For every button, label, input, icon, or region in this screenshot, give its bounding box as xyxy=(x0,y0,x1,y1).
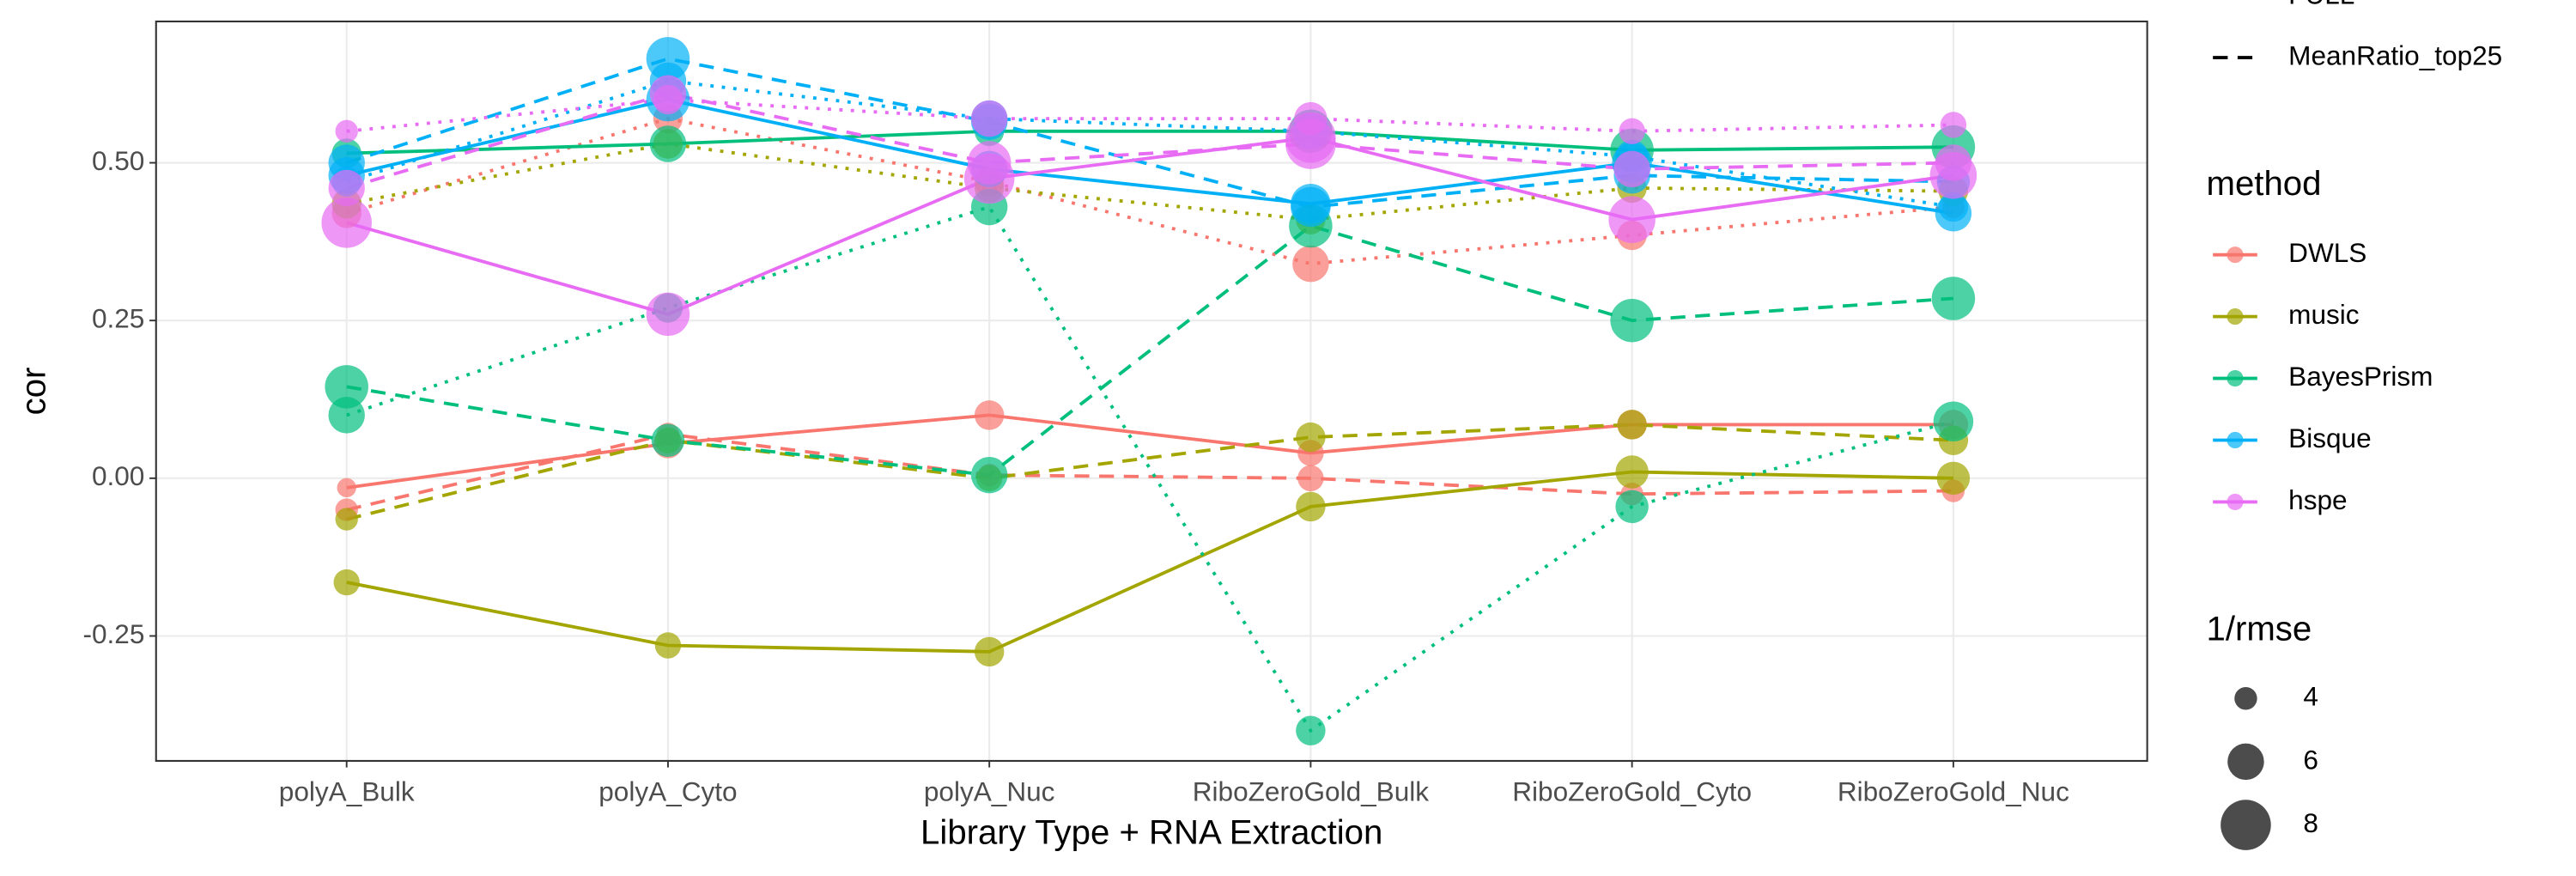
point xyxy=(1296,715,1326,745)
x-tick-label: RiboZeroGold_Nuc xyxy=(1838,776,2069,807)
legend-label: DWLS xyxy=(2288,237,2366,268)
legend-label: FULL xyxy=(2288,0,2354,10)
y-axis-title: cor xyxy=(15,368,53,416)
legend-label: Bisque xyxy=(2288,423,2371,453)
series-line xyxy=(346,432,1953,512)
point xyxy=(1940,112,1967,138)
point xyxy=(335,508,358,531)
series-line xyxy=(346,223,1954,478)
point xyxy=(653,84,683,115)
legend-key-point xyxy=(2227,308,2244,325)
legend-size-key xyxy=(2221,800,2271,850)
x-tick-label: RiboZeroGold_Cyto xyxy=(1512,776,1752,807)
legend-size-key xyxy=(2227,743,2264,781)
series-line xyxy=(346,470,1953,654)
x-tick-label: polyA_Cyto xyxy=(598,776,737,807)
legend-key-point xyxy=(2227,246,2244,264)
point xyxy=(1291,186,1331,228)
series-line xyxy=(346,98,1954,216)
legend-key-point xyxy=(2227,493,2244,510)
point xyxy=(1619,118,1645,145)
legend-label: 8 xyxy=(2303,807,2318,838)
series-line xyxy=(346,204,1954,733)
point xyxy=(1297,465,1324,492)
legend-key-point xyxy=(2227,431,2244,449)
series-line xyxy=(346,423,1953,521)
legend-label: MeanRatio_top25 xyxy=(2288,40,2502,70)
point xyxy=(1935,144,1972,181)
x-axis-title: Library Type + RNA Extraction xyxy=(920,813,1382,852)
series-line xyxy=(346,129,1953,155)
legend-size-key xyxy=(2234,687,2257,710)
point xyxy=(651,423,685,458)
point xyxy=(321,198,372,248)
point xyxy=(1938,192,1969,222)
legend-key-point xyxy=(2227,369,2244,387)
point xyxy=(1936,461,1971,496)
series-line xyxy=(346,413,1953,490)
legend-label: hspe xyxy=(2288,484,2347,515)
point xyxy=(1613,150,1650,188)
x-tick-label: RiboZeroGold_Bulk xyxy=(1193,776,1430,807)
x-tick-label: polyA_Nuc xyxy=(924,776,1055,807)
legend-label: BayesPrism xyxy=(2288,361,2433,392)
point xyxy=(1617,410,1647,440)
point xyxy=(1294,101,1327,136)
point xyxy=(335,119,358,143)
legend-title: 1/rmse xyxy=(2207,609,2312,648)
point xyxy=(337,478,356,498)
point xyxy=(1296,422,1326,453)
point xyxy=(1933,401,1974,441)
y-tick-label: 0.00 xyxy=(92,460,144,491)
point xyxy=(328,169,365,207)
point xyxy=(974,636,1005,667)
series-line xyxy=(346,117,1954,266)
legend-title: method xyxy=(2207,164,2322,203)
point xyxy=(967,141,1012,185)
y-tick-label: 0.50 xyxy=(92,145,144,176)
point xyxy=(974,400,1005,430)
legend-label: 4 xyxy=(2303,681,2318,712)
point xyxy=(1615,490,1649,524)
legend-label: 6 xyxy=(2303,744,2318,775)
point xyxy=(1931,277,1976,320)
plot-area xyxy=(321,37,1978,745)
series-line xyxy=(346,91,1953,190)
point xyxy=(1285,119,1336,169)
x-tick-label: polyA_Bulk xyxy=(279,776,415,807)
point xyxy=(649,125,687,162)
panel-border xyxy=(155,20,2148,763)
series-line xyxy=(346,79,1954,209)
y-tick-label: 0.25 xyxy=(92,303,144,334)
point xyxy=(1610,298,1654,343)
point xyxy=(333,569,360,596)
point xyxy=(654,632,682,659)
point xyxy=(1292,245,1329,283)
point xyxy=(970,100,1008,137)
point xyxy=(1296,491,1326,522)
point xyxy=(328,397,365,434)
y-tick-label: -0.25 xyxy=(82,618,144,649)
legend-label: music xyxy=(2288,299,2359,330)
series-line xyxy=(346,98,1953,133)
point xyxy=(646,292,690,337)
series-line xyxy=(346,136,1954,316)
point xyxy=(325,365,368,409)
point xyxy=(1608,196,1656,243)
series-line xyxy=(346,57,1953,209)
point xyxy=(1615,455,1649,489)
point xyxy=(970,456,1008,494)
